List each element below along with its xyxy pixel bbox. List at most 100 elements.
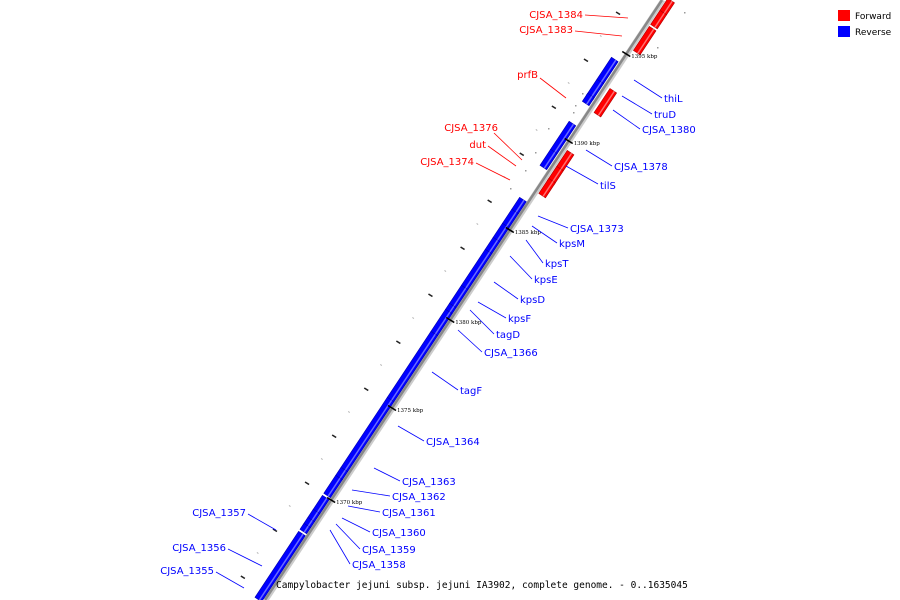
dash-mark (428, 293, 433, 298)
dash-mark (347, 411, 350, 413)
dash-mark (272, 528, 278, 533)
gene-label: kpsD (520, 295, 545, 306)
callout-line (457, 329, 483, 353)
scale-tick-label: 1375 kbp (397, 408, 424, 414)
reverse-gene-highlight (258, 533, 304, 600)
gene-label: kpsF (508, 314, 531, 325)
gene-label: tagD (496, 330, 520, 341)
gene-label: CJSA_1355 (160, 566, 214, 577)
dash-mark (519, 152, 525, 157)
dot-mark (582, 93, 584, 95)
callout-line (487, 145, 517, 167)
callout-line (351, 489, 391, 497)
callout-line (621, 95, 653, 115)
gene-label: CJSA_1384 (529, 10, 583, 21)
callout-line (509, 255, 533, 280)
reverse-gene-highlight (515, 199, 525, 213)
forward-gene-highlight (551, 168, 562, 184)
genome-backbone (263, 0, 664, 600)
dash-mark (395, 340, 401, 345)
reverse-gene-highlight (303, 525, 309, 533)
reverse-gene-highlight (316, 497, 328, 513)
forward-gene-highlight (542, 180, 554, 197)
dash-mark (535, 129, 538, 131)
gene-label: CJSA_1383 (519, 25, 573, 36)
gene-label: dut (469, 140, 486, 151)
reverse-gene-highlight (506, 211, 517, 227)
gene-label: tagF (460, 386, 482, 397)
callout-line (335, 523, 361, 550)
reverse-gene-highlight (434, 311, 451, 335)
dot-mark (575, 105, 577, 107)
legend: Forward Reverse (838, 10, 892, 38)
forward-gene-highlight (637, 28, 655, 54)
dash-mark (288, 505, 291, 507)
dash-mark (615, 11, 621, 16)
dot-mark (657, 47, 659, 49)
callout-line (477, 301, 507, 319)
callout-line (531, 225, 558, 244)
callout-line (341, 517, 371, 533)
gene-label: kpsT (545, 259, 569, 270)
dash-mark (380, 364, 383, 366)
callout-line (215, 571, 245, 589)
legend-reverse-label: Reverse (855, 28, 892, 38)
scale-tick-mark (445, 316, 455, 324)
callout-line (539, 77, 567, 99)
dash-mark (487, 199, 493, 204)
reverse-gene-highlight (590, 81, 602, 99)
forward-gene-highlight (663, 0, 673, 14)
reverse-gene-highlight (543, 151, 556, 169)
forward-gene-highlight (597, 90, 615, 116)
forward-gene-highlight (654, 12, 665, 28)
dot-mark (573, 112, 575, 114)
gene-label: CJSA_1358 (352, 560, 406, 571)
reverse-gene-highlight (496, 225, 508, 241)
gene-label: CJSA_1378 (614, 162, 668, 173)
gene-label: tilS (600, 181, 616, 192)
forward-genes (538, 0, 675, 199)
callout-line (347, 505, 381, 513)
callout-line (493, 132, 523, 161)
callout-line (397, 425, 425, 442)
forward-gene-highlight (560, 152, 573, 170)
dash-mark (599, 35, 602, 37)
gene-label: CJSA_1380 (642, 125, 696, 136)
reverse-gene-highlight (339, 469, 346, 479)
gene-label: kpsM (559, 239, 585, 250)
scale-tick-label: 1395 kbp (631, 54, 658, 60)
gene-label: CJSA_1359 (362, 545, 416, 556)
scale-tick-mark (621, 50, 631, 58)
reverse-gene-highlight (391, 333, 436, 401)
gene-label: CJSA_1360 (372, 528, 426, 539)
callout-line (373, 467, 401, 482)
callout-line (565, 165, 599, 185)
dash-mark (567, 82, 570, 84)
reverse-gene-highlight (488, 239, 499, 253)
dash-mark (331, 434, 337, 439)
reverse-gene-highlight (327, 477, 341, 497)
gene-label: CJSA_1357 (192, 508, 246, 519)
dash-mark (256, 552, 259, 554)
scale-tick-label: 1390 kbp (574, 141, 601, 147)
callout-line (584, 14, 629, 19)
dash-mark (363, 387, 369, 392)
reverse-gene-highlight (344, 399, 393, 471)
callout-line (469, 309, 495, 335)
callout-line (633, 79, 663, 99)
gene-label: CJSA_1376 (444, 123, 498, 134)
callout-line (537, 215, 569, 229)
callout-line (227, 548, 263, 567)
reverse-gene-highlight (600, 59, 617, 83)
gene-label: CJSA_1366 (484, 348, 538, 359)
gene-label: CJSA_1364 (426, 437, 480, 448)
scale-tick-label: 1380 kbp (455, 320, 482, 326)
scale-tick-label: 1370 kbp (336, 500, 363, 506)
reverse-gene-highlight (465, 251, 491, 289)
gene-label: CJSA_1362 (392, 492, 446, 503)
reverse-gene-highlight (307, 519, 313, 527)
dash-marks (240, 11, 686, 580)
callout-line (247, 513, 277, 531)
